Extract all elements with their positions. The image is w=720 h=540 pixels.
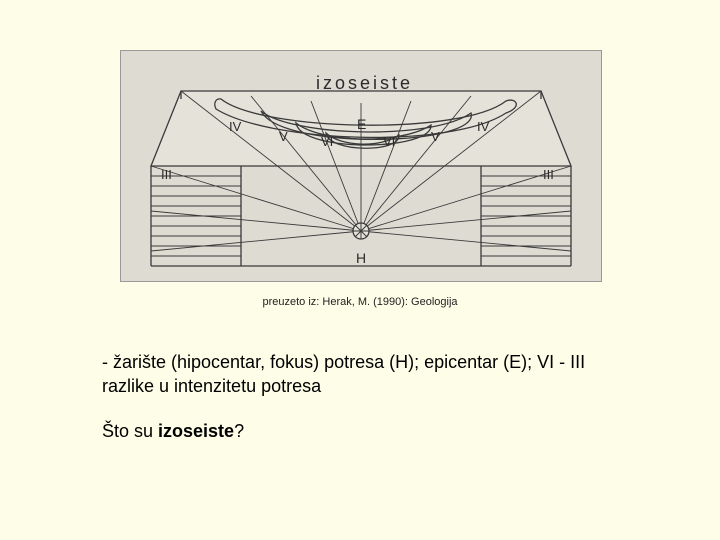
- svg-text:III: III: [161, 167, 172, 182]
- svg-text:V: V: [431, 129, 440, 144]
- slide: izoseisteEHVIVIVVIVIVIIIIII preuzeto iz:…: [0, 0, 720, 540]
- svg-text:VI: VI: [383, 134, 395, 149]
- svg-text:IV: IV: [229, 119, 242, 134]
- paragraph-1: - žarište (hipocentar, fokus) potresa (H…: [102, 350, 622, 399]
- figure-caption: preuzeto iz: Herak, M. (1990): Geologija: [0, 296, 720, 308]
- diagram-figure: izoseisteEHVIVIVVIVIVIIIIII: [120, 50, 602, 282]
- paragraph-2: Što su izoseiste?: [102, 419, 622, 443]
- body-text: - žarište (hipocentar, fokus) potresa (H…: [102, 350, 622, 463]
- svg-text:V: V: [279, 129, 288, 144]
- svg-text:VI: VI: [321, 134, 333, 149]
- p2-prefix: Što su: [102, 421, 158, 441]
- svg-text:III: III: [543, 167, 554, 182]
- isoseist-diagram: izoseisteEHVIVIVVIVIVIIIIII: [121, 51, 601, 281]
- p2-suffix: ?: [234, 421, 244, 441]
- svg-text:E: E: [357, 116, 366, 132]
- svg-text:IV: IV: [477, 119, 490, 134]
- p2-bold: izoseiste: [158, 421, 234, 441]
- svg-text:izoseiste: izoseiste: [316, 73, 413, 93]
- svg-text:H: H: [356, 250, 366, 266]
